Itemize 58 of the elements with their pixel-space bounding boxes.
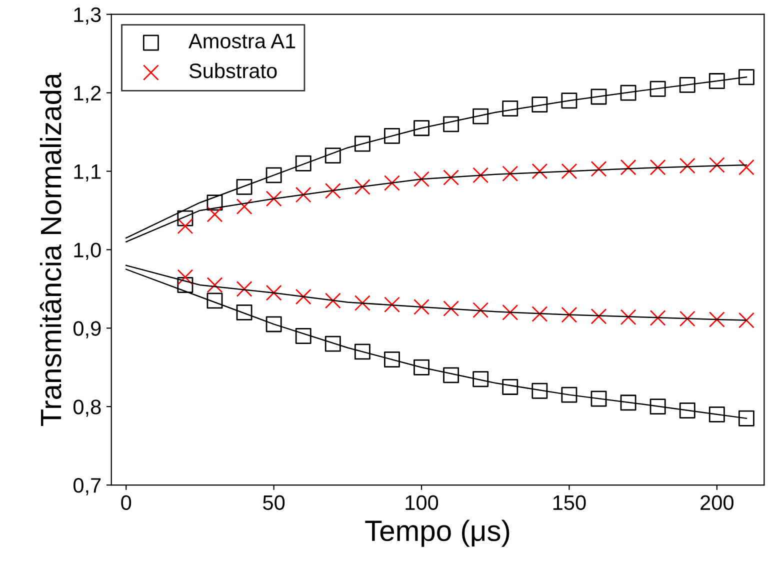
point (650, 310, 666, 326)
point (236, 280, 252, 297)
point (384, 296, 400, 313)
point (266, 284, 282, 301)
y-tick-label: 0,8 (73, 400, 101, 417)
x-tick-label: 150 (553, 495, 586, 510)
point (708, 312, 725, 328)
point (236, 198, 252, 215)
y-tick-label: 0,7 (73, 478, 101, 496)
point (324, 182, 341, 199)
point (738, 159, 754, 176)
point (443, 170, 460, 186)
point (650, 159, 666, 176)
point (414, 298, 430, 315)
x-axis-title: Tempo (μs) (365, 520, 510, 547)
point (266, 190, 282, 207)
x-tick-label: 200 (700, 495, 734, 510)
line-series (126, 164, 748, 242)
point (324, 292, 341, 309)
point (177, 218, 194, 234)
point (620, 159, 636, 176)
point (738, 312, 754, 328)
y-tick-label: 1,0 (74, 242, 101, 260)
x-tick-label: 100 (406, 495, 438, 510)
y-tick-label: 1,1 (74, 164, 101, 182)
y-tick-label: 1,2 (74, 86, 101, 104)
point (679, 158, 696, 174)
legend-label: Amostra A1 (188, 34, 296, 48)
point (561, 163, 578, 180)
y-tick-label: 0,9 (73, 321, 101, 338)
point (295, 186, 312, 203)
point (472, 167, 489, 184)
point (414, 171, 430, 188)
point (206, 277, 223, 293)
point (295, 288, 312, 305)
point (206, 206, 223, 222)
point (620, 309, 636, 326)
point (384, 175, 400, 191)
line-series (126, 264, 748, 321)
point (679, 310, 696, 327)
point (177, 269, 194, 286)
point (532, 306, 548, 322)
y-tick-label: 1,3 (74, 7, 101, 25)
point (708, 156, 725, 173)
x-tick-label: 50 (263, 495, 285, 510)
point (354, 178, 370, 195)
point (443, 300, 460, 317)
legend-label: Substrato (189, 62, 277, 78)
point (561, 306, 578, 323)
x-tick-label: 0 (121, 495, 132, 510)
point (354, 295, 370, 312)
point (502, 304, 518, 320)
point (472, 302, 489, 318)
point (590, 308, 607, 324)
point (532, 163, 548, 180)
point (502, 166, 518, 182)
point (590, 160, 607, 177)
y-axis-title: Transmitância Normalizada (40, 72, 62, 426)
